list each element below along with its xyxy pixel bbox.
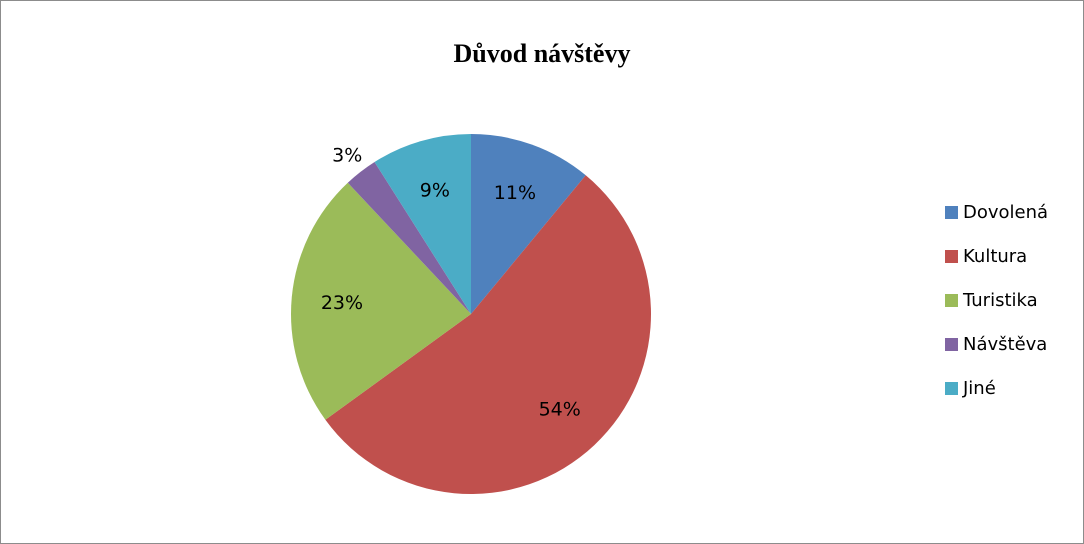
chart-title: Důvod návštěvy (453, 39, 631, 68)
legend-item-3: Turistika (945, 289, 1080, 311)
legend-label-1: Dovolená (963, 201, 1049, 223)
legend-label-5: Jiné (963, 377, 996, 399)
pie-slice-2 (325, 175, 652, 494)
data-label-2: 54% (539, 398, 581, 420)
legend-swatch-2 (945, 249, 958, 263)
legend-swatch-3 (945, 293, 958, 307)
legend-item-5: Jiné (945, 377, 1080, 399)
legend-swatch-5 (945, 381, 958, 395)
data-label-1: 11% (494, 182, 536, 204)
pie-slice-4 (347, 162, 471, 314)
pie-slice-5 (374, 134, 471, 314)
legend-item-4: Návštěva (945, 333, 1080, 355)
legend-label-4: Návštěva (963, 333, 1048, 355)
legend: Dovolená Kultura Turistika Návštěva Jiné (945, 201, 1080, 421)
legend-swatch-4 (945, 337, 958, 351)
pie-slice-3 (291, 182, 471, 420)
legend-item-2: Kultura (945, 245, 1080, 267)
data-label-3: 23% (321, 292, 363, 314)
pie-slice-1 (471, 134, 586, 314)
data-label-5: 9% (420, 180, 450, 202)
legend-label-3: Turistika (963, 289, 1038, 311)
legend-swatch-1 (945, 205, 958, 219)
legend-item-1: Dovolená (945, 201, 1080, 223)
legend-label-2: Kultura (963, 245, 1028, 267)
data-label-4: 3% (332, 144, 362, 166)
